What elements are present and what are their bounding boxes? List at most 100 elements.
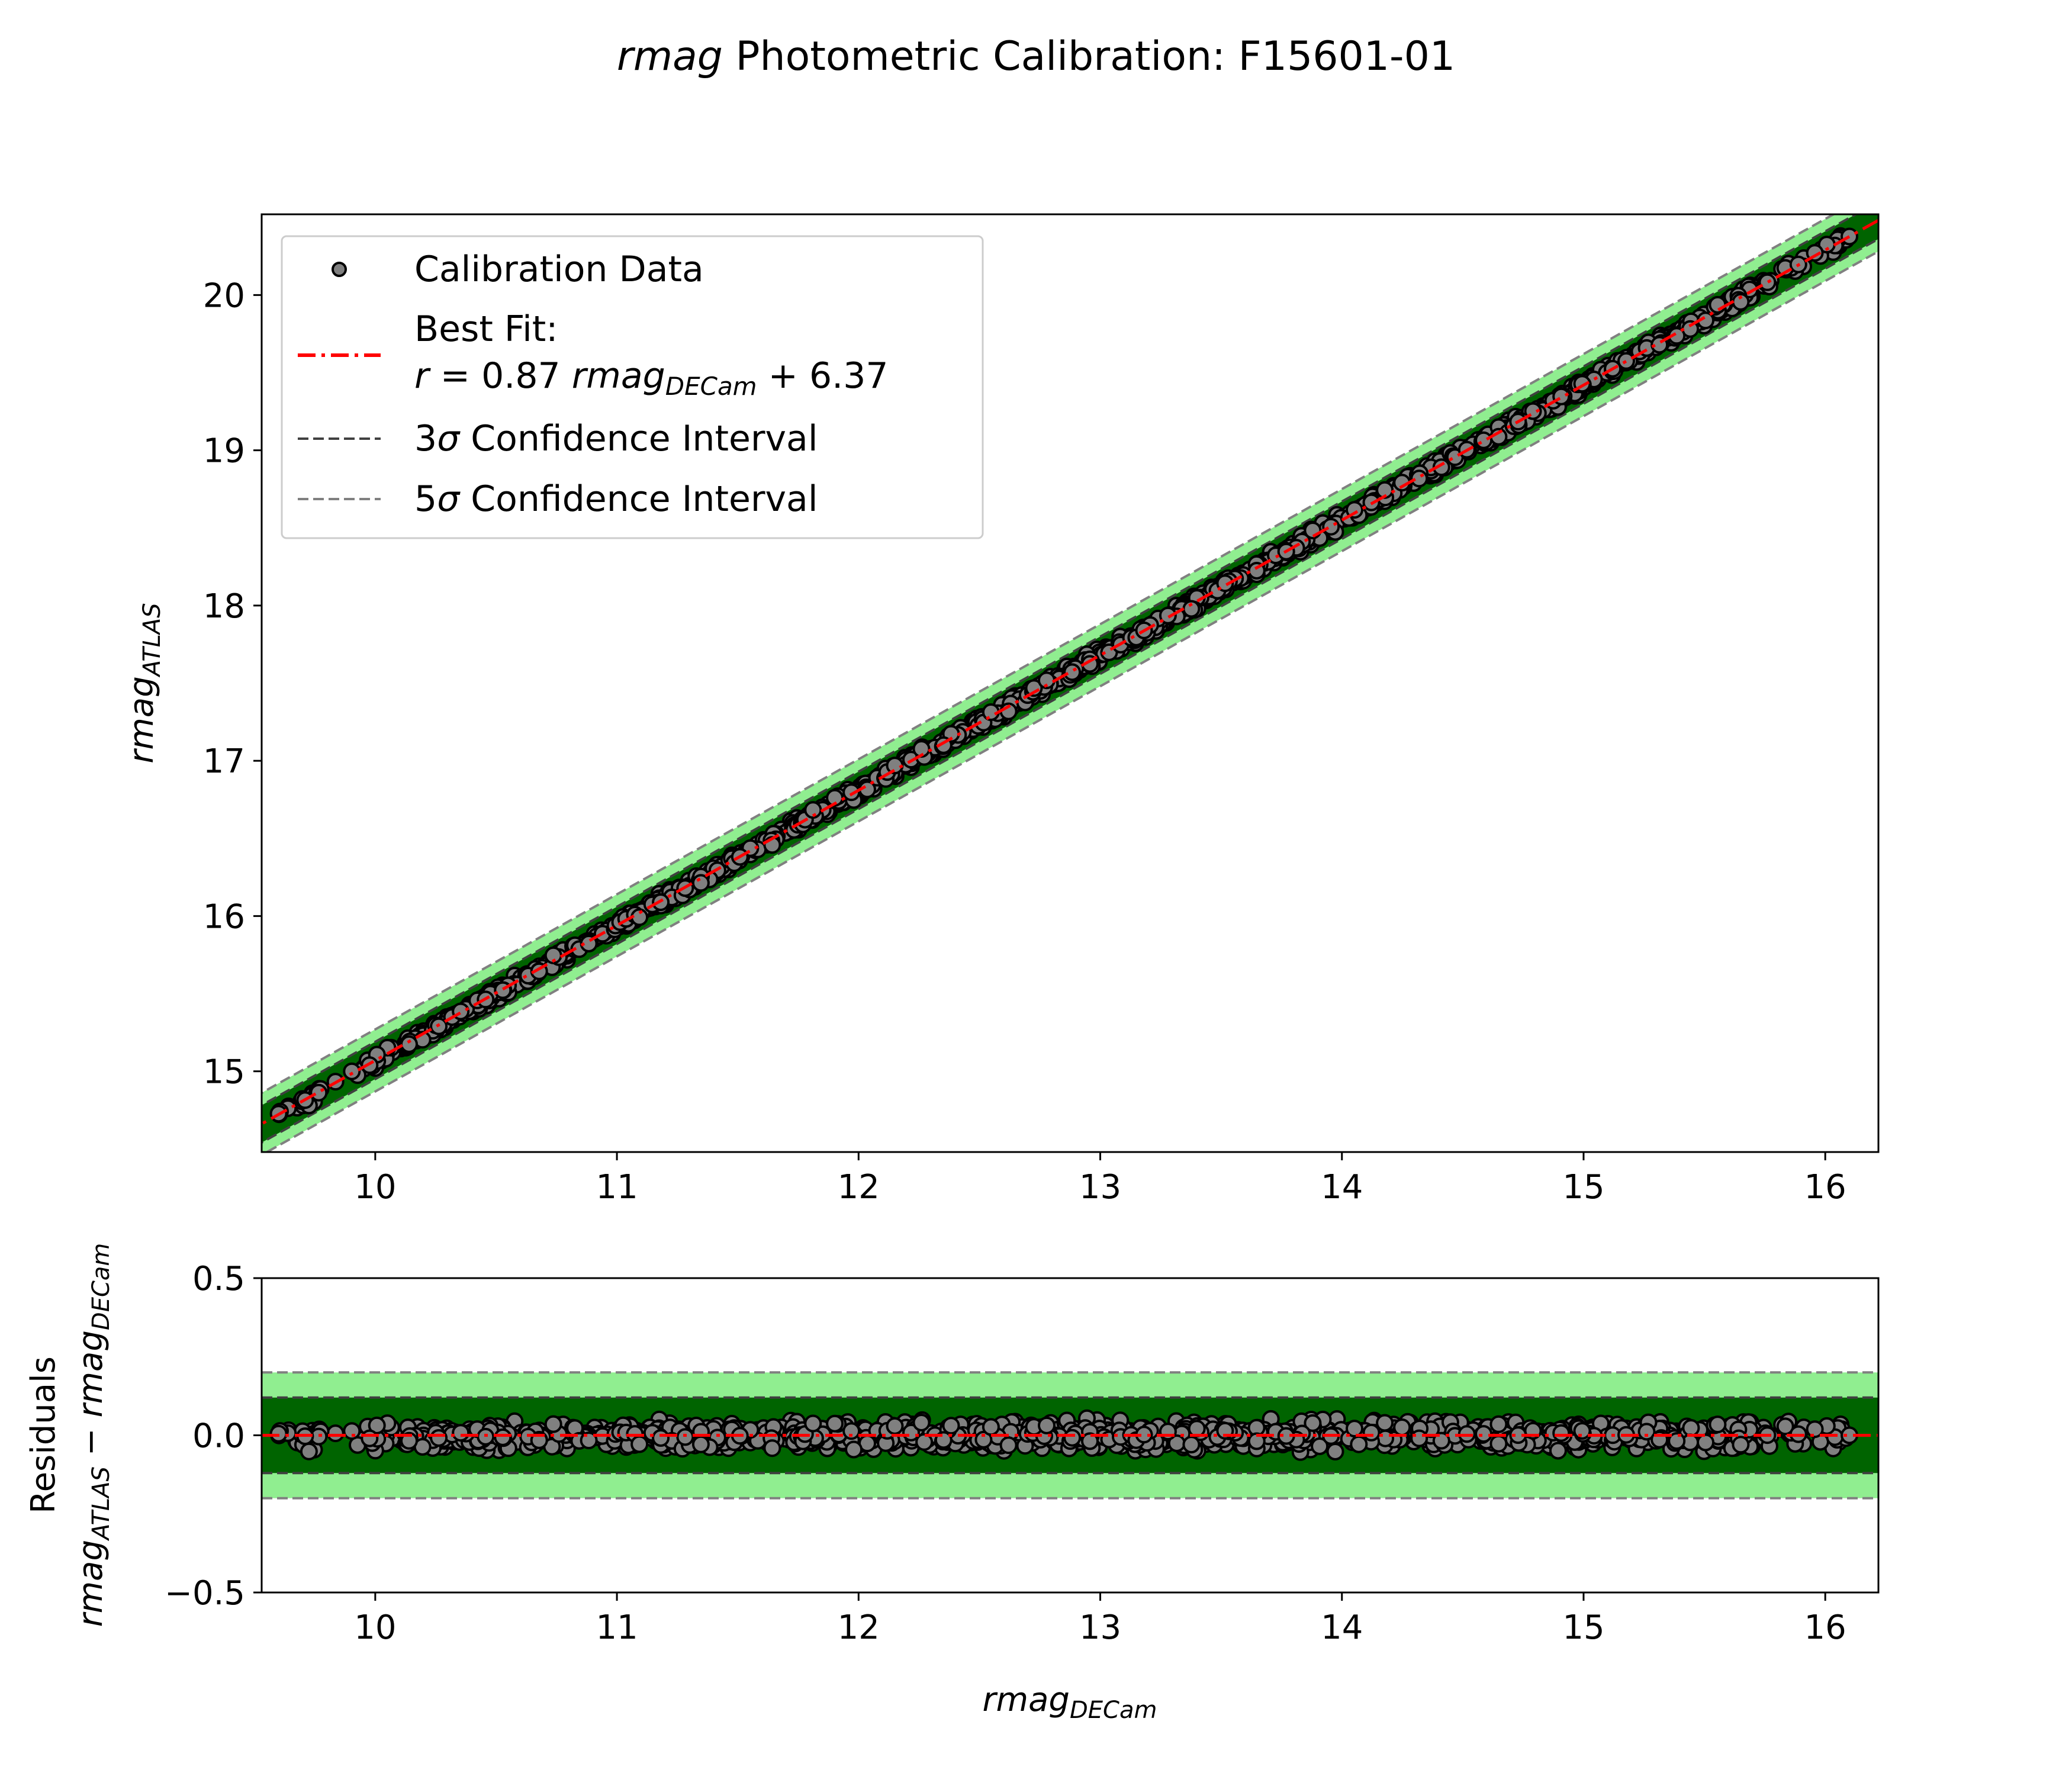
residual-point — [842, 1422, 861, 1440]
y-tick-label: 0.0 — [192, 1417, 245, 1456]
calibration-point — [1322, 517, 1340, 536]
residual-point — [1489, 1434, 1508, 1453]
residual-point — [1182, 1436, 1201, 1454]
bottom-x-label-base: rmag — [983, 1681, 1070, 1719]
residual-point — [1038, 1416, 1056, 1434]
residual-point — [368, 1416, 386, 1434]
residual-point — [1326, 1443, 1344, 1460]
bottom-x-ticks: 10 11 12 13 14 15 16 — [354, 1592, 1846, 1647]
bottom-y-label-base2: rmag — [72, 1330, 110, 1417]
calibration-point — [691, 874, 710, 892]
residual-point — [676, 1428, 694, 1446]
legend-label-5sigma: 5σ Confidence Interval — [414, 478, 818, 520]
residual-point — [1410, 1429, 1428, 1447]
bottom-y-label-base1: rmag — [72, 1540, 110, 1627]
top-best-fit-line — [262, 218, 1878, 1126]
x-tick-label: 16 — [1804, 1168, 1846, 1206]
x-tick-label: 11 — [596, 1608, 638, 1647]
top-x-ticks: 10 11 12 13 14 15 16 — [354, 1152, 1846, 1206]
residual-point — [361, 1429, 379, 1447]
residual-point — [494, 1428, 512, 1446]
residual-point — [691, 1435, 710, 1453]
residual-point — [1776, 1417, 1794, 1436]
residual-point — [1346, 1420, 1363, 1438]
residual-point — [942, 1417, 960, 1435]
legend-label-best-fit-equation: r = 0.87 rmagDECam + 6.37 — [414, 355, 889, 401]
residual-point — [1247, 1432, 1266, 1450]
legend-eq-r: r — [414, 355, 431, 397]
residual-point — [804, 1414, 822, 1433]
top-5sigma-upper-line — [262, 214, 1836, 1095]
residual-point — [326, 1424, 345, 1443]
calibration-point — [1709, 295, 1727, 314]
calibration-point — [842, 783, 861, 802]
bottom-x-label-sub: DECam — [1070, 1697, 1157, 1724]
x-tick-label: 12 — [838, 1168, 880, 1206]
top-axes-frame — [260, 213, 1880, 1153]
residual-point — [544, 1415, 562, 1433]
legend-3sigma-symbol: σ — [437, 418, 461, 459]
legend-label-best-fit-line1: Best Fit: — [414, 308, 558, 350]
legend-5sigma-symbol: σ — [437, 478, 461, 520]
calibration-point — [1758, 273, 1777, 291]
chart-title-italic: rmag — [617, 33, 723, 80]
residual-point — [1081, 1432, 1099, 1450]
residual-point — [1063, 1428, 1082, 1447]
legend-eq-b: rmag — [572, 355, 665, 397]
x-tick-label: 10 — [354, 1608, 396, 1647]
residual-point — [1549, 1442, 1567, 1460]
residual-point — [912, 1414, 931, 1431]
x-tick-label: 15 — [1562, 1168, 1604, 1206]
residual-point — [343, 1422, 361, 1440]
bottom-y-label-sub2: DECam — [88, 1243, 115, 1330]
residual-point — [300, 1442, 318, 1460]
y-tick-label: 17 — [203, 742, 245, 781]
top-y-axis-label: rmagATLAS — [123, 603, 166, 763]
calibration-point — [1025, 679, 1043, 697]
legend-label-calibration-data: Calibration Data — [414, 249, 704, 290]
legend-eq-sub: DECam — [665, 372, 757, 401]
x-tick-label: 14 — [1321, 1608, 1363, 1647]
y-tick-label: 16 — [203, 897, 245, 936]
legend-frame — [281, 235, 984, 539]
calibration-point — [1475, 431, 1493, 449]
legend-5sigma-num: 5 — [414, 478, 437, 520]
residual-point — [1573, 1422, 1591, 1440]
top-5sigma-lower-line — [264, 250, 1878, 1152]
x-tick-label: 13 — [1079, 1608, 1121, 1647]
calibration-point — [1617, 352, 1635, 370]
residual-point — [1376, 1414, 1394, 1432]
bottom-y-ticks: 0.5 0.0 −0.5 — [165, 1260, 262, 1613]
x-tick-label: 14 — [1321, 1168, 1363, 1206]
y-tick-label: 20 — [203, 276, 245, 315]
x-tick-label: 15 — [1562, 1608, 1604, 1647]
bottom-y-axis-label-line2: rmagATLAS − rmagDECam — [72, 1243, 115, 1627]
x-tick-label: 10 — [354, 1168, 396, 1206]
residual-point — [982, 1418, 1000, 1436]
x-tick-label: 12 — [838, 1608, 880, 1647]
legend: Calibration Data Best Fit: r = 0.87 rmag… — [281, 235, 984, 539]
residual-point — [1350, 1435, 1368, 1453]
y-tick-label: 18 — [203, 587, 245, 626]
residual-point — [400, 1431, 418, 1450]
residual-point — [999, 1436, 1018, 1455]
chart-title: rmag Photometric Calibration: F15601-01 — [617, 33, 1455, 80]
x-tick-label: 16 — [1804, 1608, 1846, 1647]
legend-3sigma-rest: Confidence Interval — [459, 418, 818, 459]
residual-point — [1806, 1420, 1824, 1439]
residual-point — [1732, 1436, 1750, 1454]
calibration-point — [1159, 606, 1177, 625]
y-tick-label: 0.5 — [192, 1260, 245, 1298]
residual-point — [826, 1414, 844, 1433]
legend-eq-c: + 6.37 — [757, 355, 889, 397]
residual-point — [630, 1435, 649, 1453]
legend-label-3sigma: 3σ Confidence Interval — [414, 418, 818, 459]
calibration-point — [343, 1062, 361, 1080]
y-tick-label: 15 — [203, 1053, 245, 1092]
residual-point — [1432, 1431, 1450, 1450]
residual-point — [1637, 1423, 1656, 1441]
residual-point — [1311, 1437, 1329, 1455]
x-tick-label: 13 — [1079, 1168, 1121, 1206]
